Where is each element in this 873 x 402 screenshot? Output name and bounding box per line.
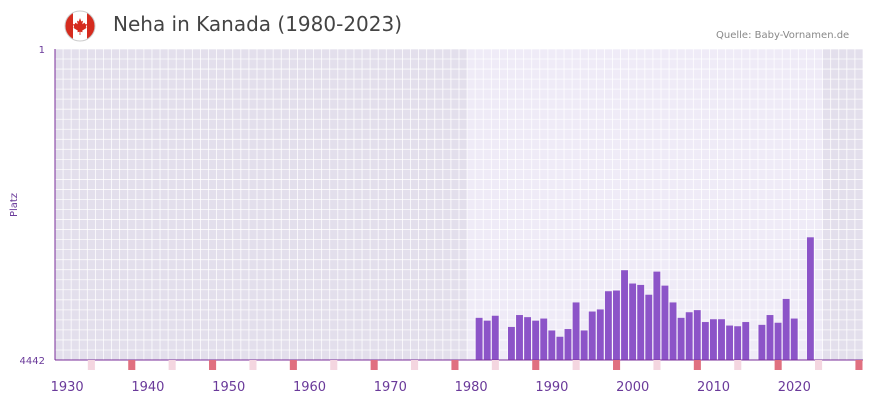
- x-tick-label: 2000: [616, 380, 649, 395]
- decade-marker: [289, 360, 297, 370]
- decade-marker: [532, 360, 540, 370]
- bar-1991: [556, 336, 564, 360]
- bar-2013: [734, 326, 742, 360]
- bar-2019: [782, 298, 790, 360]
- x-tick-label: 1960: [293, 380, 326, 395]
- canada-flag-icon: [64, 10, 96, 42]
- half-decade-marker: [168, 360, 176, 370]
- bar-2007: [685, 312, 693, 360]
- bar-2020: [790, 318, 798, 360]
- bar-2014: [742, 322, 750, 360]
- chart-title: Neha in Kanada (1980-2023): [113, 12, 403, 36]
- bar-2012: [726, 325, 734, 360]
- bar-2011: [718, 319, 725, 360]
- bar-1997: [604, 291, 612, 360]
- decade-marker: [209, 360, 217, 370]
- bar-2001: [637, 284, 645, 360]
- bar-2006: [677, 317, 685, 360]
- x-tick-label: 1970: [374, 380, 407, 395]
- y-axis-label: Platz: [9, 193, 20, 217]
- bar-2005: [669, 302, 677, 360]
- half-decade-marker: [734, 360, 742, 370]
- bar-2000: [629, 283, 637, 360]
- bar-2009: [701, 322, 709, 360]
- y-tick-label: 1: [39, 45, 45, 56]
- bar-1993: [572, 302, 580, 360]
- x-tick-label: 1980: [455, 380, 488, 395]
- x-tick-label: 2010: [697, 380, 730, 395]
- labels: 1930 1940 1950 1960 1970 1980 1990 2000 2010 2020…: [9, 45, 811, 395]
- bar-2018: [774, 322, 782, 360]
- axes: [54, 49, 863, 370]
- bar-1989: [540, 318, 548, 360]
- half-decade-marker: [815, 360, 823, 370]
- bar-1992: [564, 329, 572, 360]
- y-tick-label: 4442: [20, 356, 45, 367]
- bar-2008: [693, 310, 701, 360]
- x-tick-label: 1950: [212, 380, 245, 395]
- bar-1983: [491, 315, 499, 360]
- decade-marker: [774, 360, 782, 370]
- x-tick-label: 2020: [778, 380, 811, 395]
- decade-marker: [128, 360, 136, 370]
- half-decade-marker: [411, 360, 419, 370]
- decade-marker: [613, 360, 621, 370]
- bar-1990: [548, 330, 556, 360]
- bar-2022: [806, 237, 814, 360]
- bar-1982: [483, 320, 491, 360]
- x-tick-label: 1940: [131, 380, 164, 395]
- source-label: Quelle: Baby-Vornamen.de: [716, 30, 850, 41]
- x-tick-label: 1990: [535, 380, 568, 395]
- bar-1999: [621, 270, 628, 360]
- bar-1996: [596, 309, 604, 360]
- bar-1988: [532, 320, 540, 360]
- bar-1987: [524, 317, 532, 360]
- bar-1985: [507, 326, 515, 360]
- bar-1981: [475, 317, 483, 360]
- bar-2003: [653, 271, 661, 360]
- half-decade-marker: [87, 360, 95, 370]
- grid-lines: [54, 48, 864, 361]
- decade-marker: [693, 360, 701, 370]
- decade-marker: [370, 360, 378, 370]
- bar-1994: [580, 330, 588, 360]
- bar-1986: [516, 315, 523, 360]
- bar-2002: [645, 294, 653, 360]
- bar-2016: [758, 324, 766, 360]
- decade-marker: [855, 360, 863, 370]
- bar-2017: [766, 315, 774, 360]
- bar-2004: [661, 285, 669, 360]
- bar-1998: [613, 290, 620, 360]
- half-decade-marker: [572, 360, 580, 370]
- bar-1995: [588, 311, 596, 360]
- half-decade-marker: [491, 360, 499, 370]
- half-decade-marker: [249, 360, 257, 370]
- decade-marker: [451, 360, 459, 370]
- half-decade-marker: [653, 360, 661, 370]
- x-tick-label: 1930: [51, 380, 84, 395]
- half-decade-marker: [330, 360, 338, 370]
- bar-2010: [709, 319, 717, 360]
- bars: [475, 237, 814, 360]
